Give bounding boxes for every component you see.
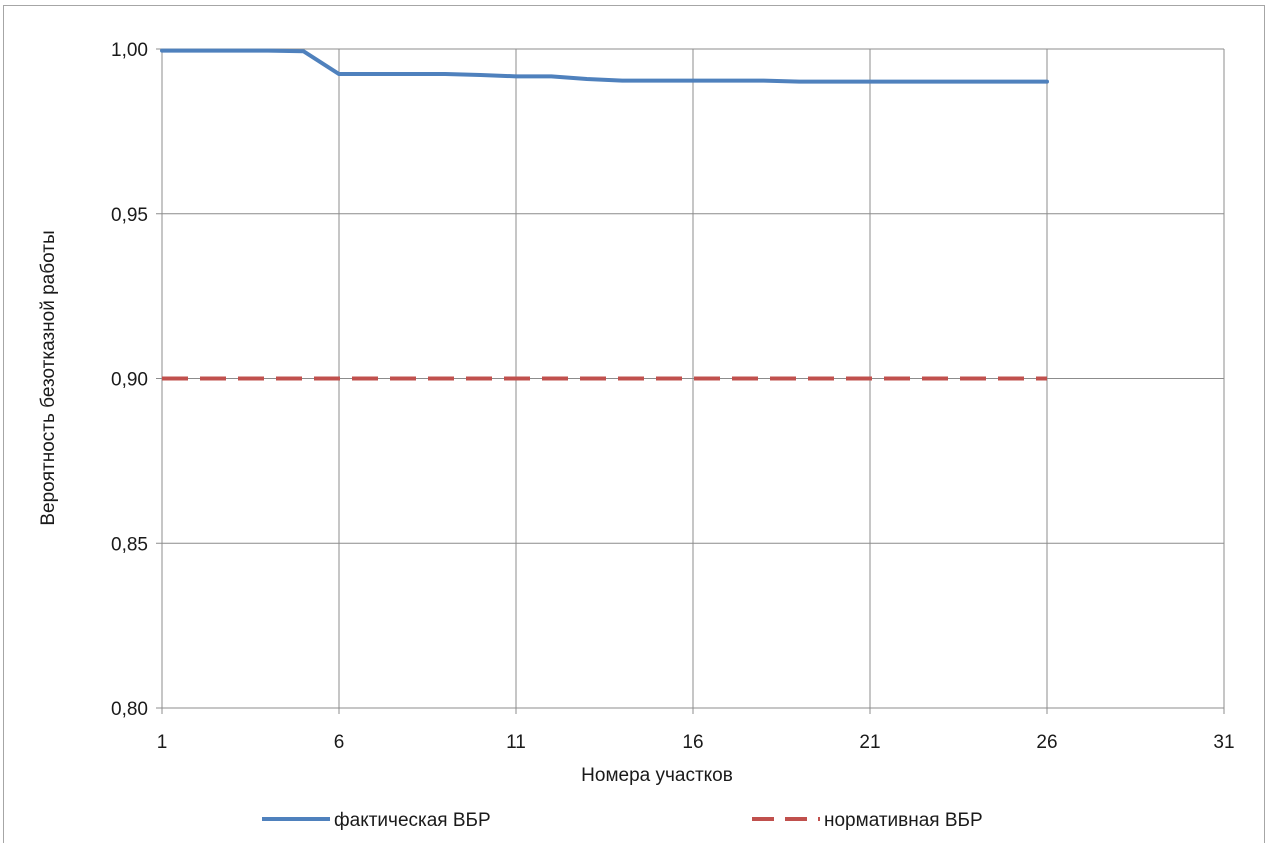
x-tick-label: 26 xyxy=(1036,732,1057,753)
chart-frame xyxy=(3,5,1265,843)
y-tick-label: 1,00 xyxy=(111,40,148,61)
x-tick-label: 11 xyxy=(506,732,526,753)
grid xyxy=(156,48,1225,714)
x-axis-title: Номера участков xyxy=(581,765,733,786)
y-axis-title: Вероятность безотказной работы xyxy=(38,230,59,525)
x-tick-label: 6 xyxy=(334,732,345,753)
legend-label-actual: фактическая ВБР xyxy=(334,810,491,831)
x-tick-label: 16 xyxy=(682,732,703,753)
tick-labels: 0,800,850,900,951,001 6 11 16 21 26 31 xyxy=(111,40,1235,753)
y-tick-label: 0,85 xyxy=(111,534,148,555)
y-tick-label: 0,90 xyxy=(111,370,148,391)
y-tick-label: 0,95 xyxy=(111,205,148,226)
legend: фактическая ВБР нормативная ВБР xyxy=(262,810,983,831)
legend-label-norm: нормативная ВБР xyxy=(824,810,983,831)
x-tick-label: 1 xyxy=(157,732,168,753)
series-line-actual xyxy=(160,48,1049,84)
x-tick-label: 21 xyxy=(859,732,880,753)
y-tick-label: 0,80 xyxy=(111,699,148,720)
series-layer xyxy=(160,48,1049,381)
x-tick-label: 31 xyxy=(1213,732,1234,753)
